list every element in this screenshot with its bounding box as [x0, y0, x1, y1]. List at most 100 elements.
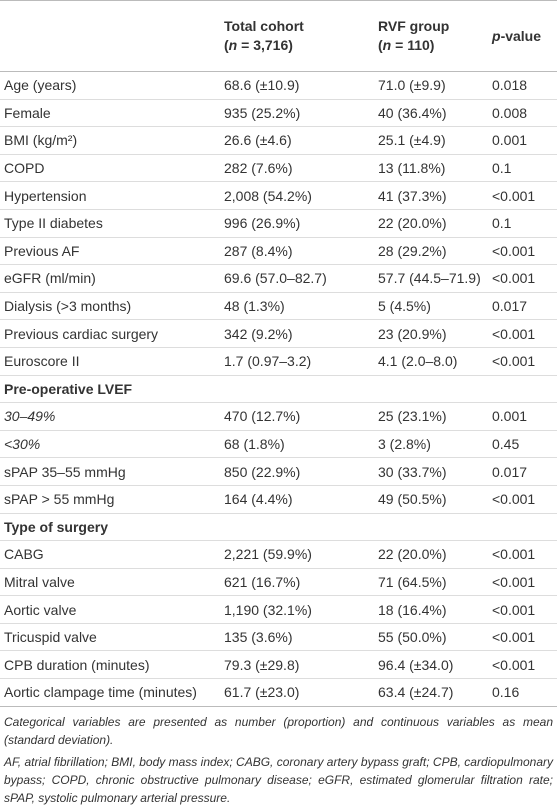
table-cell: 3 (2.8%): [374, 430, 488, 459]
table-cell: Mitral valve: [0, 568, 220, 597]
table-cell: 71 (64.5%): [374, 568, 488, 597]
table-cell: 2,221 (59.9%): [220, 540, 374, 569]
table-cell: 342 (9.2%): [220, 319, 374, 348]
table-cell: 23 (20.9%): [374, 319, 488, 348]
table-cell: 68.6 (±10.9): [220, 71, 374, 100]
table-row: eGFR (ml/min) 69.6 (57.0–82.7) 57.7 (44.5–…: [0, 264, 557, 293]
table-row: Previous cardiac surgery 342 (9.2%) 23 (20…: [0, 319, 557, 348]
table-cell: 2,008 (54.2%): [220, 181, 374, 210]
table-cell: Type II diabetes: [0, 209, 220, 238]
table-cell: 25.1 (±4.9): [374, 126, 488, 155]
table-cell: <0.001: [488, 623, 557, 652]
table-cell: 470 (12.7%): [220, 402, 374, 431]
table-cell: eGFR (ml/min): [0, 264, 220, 293]
table-body: Age (years) 68.6 (±10.9) 71.0 (±9.9) 0.018 F…: [0, 71, 557, 707]
table-row: BMI (kg/m²) 26.6 (±4.6) 25.1 (±4.9) 0.001: [0, 126, 557, 155]
table-cell: CABG: [0, 540, 220, 569]
table-cell: <0.001: [488, 540, 557, 569]
section-row: Type of surgery: [0, 513, 557, 542]
table-row: Tricuspid valve 135 (3.6%) 55 (50.0%) <0.00…: [0, 623, 557, 652]
table-cell: 0.017: [488, 457, 557, 486]
table-cell: <0.001: [488, 650, 557, 680]
header-text: (: [224, 37, 229, 53]
table-cell: 0.017: [488, 292, 557, 321]
table-cell: <0.001: [488, 595, 557, 624]
table-row: Hypertension 2,008 (54.2%) 41 (37.3%) <0.00…: [0, 181, 557, 210]
table-row: sPAP > 55 mmHg 164 (4.4%) 49 (50.5%) <0.001: [0, 485, 557, 514]
table-cell: 30–49%: [0, 402, 220, 431]
table-cell: Previous AF: [0, 237, 220, 266]
section-header: Pre-operative LVEF: [0, 375, 557, 404]
table-cell: 30 (33.7%): [374, 457, 488, 486]
table-cell: 57.7 (44.5–71.9): [374, 264, 488, 293]
table-cell: 41 (37.3%): [374, 181, 488, 210]
table-cell: <0.001: [488, 347, 557, 376]
table-cell: COPD: [0, 154, 220, 183]
table-cell: 287 (8.4%): [220, 237, 374, 266]
header-text: = 3,716): [237, 37, 293, 53]
table-cell: 5 (4.5%): [374, 292, 488, 321]
table-cell: 0.16: [488, 678, 557, 707]
table-cell: <0.001: [488, 237, 557, 266]
table-cell: 61.7 (±23.0): [220, 678, 374, 707]
table-cell: 79.3 (±29.8): [220, 650, 374, 680]
table-cell: 1,190 (32.1%): [220, 595, 374, 624]
footnote: Categorical variables are presented as n…: [4, 714, 553, 747]
table-cell: Age (years): [0, 71, 220, 100]
table-cell: Aortic clampage time (minutes): [0, 678, 220, 707]
table-cell: 22 (20.0%): [374, 209, 488, 238]
section-row: Pre-operative LVEF: [0, 375, 557, 404]
table-cell: 13 (11.8%): [374, 154, 488, 183]
table-cell: <30%: [0, 430, 220, 459]
table-cell: 0.1: [488, 154, 557, 183]
header-row: Total cohort (n = 3,716) RVF group (n = 110…: [0, 0, 557, 72]
table-cell: 0.001: [488, 126, 557, 155]
table-cell: 996 (26.9%): [220, 209, 374, 238]
table-row: Mitral valve 621 (16.7%) 71 (64.5%) <0.001: [0, 568, 557, 597]
table-cell: 621 (16.7%): [220, 568, 374, 597]
table-row: Euroscore II 1.7 (0.97–3.2) 4.1 (2.0–8.0) <…: [0, 347, 557, 376]
header-cell: p-value: [488, 0, 557, 72]
table-row: 30–49% 470 (12.7%) 25 (23.1%) 0.001: [0, 402, 557, 431]
table-row: <30% 68 (1.8%) 3 (2.8%) 0.45: [0, 430, 557, 459]
table-row: sPAP 35–55 mmHg 850 (22.9%) 30 (33.7%) 0.01…: [0, 457, 557, 486]
table-cell: Dialysis (>3 months): [0, 292, 220, 321]
table-cell: 63.4 (±24.7): [374, 678, 488, 707]
table-cell: 48 (1.3%): [220, 292, 374, 321]
table-row: Aortic clampage time (minutes) 61.7 (±23.…: [0, 678, 557, 707]
header-variable: p: [492, 27, 501, 44]
table-cell: CPB duration (minutes): [0, 650, 220, 680]
table-cell: 28 (29.2%): [374, 237, 488, 266]
table-row: Aortic valve 1,190 (32.1%) 18 (16.4%) <0.00…: [0, 595, 557, 624]
table-cell: 68 (1.8%): [220, 430, 374, 459]
table-row: CABG 2,221 (59.9%) 22 (20.0%) <0.001: [0, 540, 557, 569]
table-cell: 850 (22.9%): [220, 457, 374, 486]
table-cell: <0.001: [488, 568, 557, 597]
footnote: AF, atrial fibrillation; BMI, body mass …: [4, 754, 553, 805]
table-row: Type II diabetes 996 (26.9%) 22 (20.0%) 0.1: [0, 209, 557, 238]
table-cell: 4.1 (2.0–8.0): [374, 347, 488, 376]
data-table: Total cohort (n = 3,716) RVF group (n = 110…: [0, 0, 557, 707]
table-cell: Tricuspid valve: [0, 623, 220, 652]
table-cell: 282 (7.6%): [220, 154, 374, 183]
table-cell: <0.001: [488, 485, 557, 514]
table-cell: sPAP 35–55 mmHg: [0, 457, 220, 486]
header-text: -value: [500, 27, 542, 44]
header-title: Total cohort: [224, 18, 304, 34]
table-cell: Aortic valve: [0, 595, 220, 624]
table-cell: 71.0 (±9.9): [374, 71, 488, 100]
header-cell: Total cohort (n = 3,716): [220, 0, 374, 72]
table-cell: Previous cardiac surgery: [0, 319, 220, 348]
table-cell: Hypertension: [0, 181, 220, 210]
header-cell: RVF group (n = 110): [374, 0, 488, 72]
table-cell: 26.6 (±4.6): [220, 126, 374, 155]
table-cell: 0.001: [488, 402, 557, 431]
header-text: (: [378, 37, 383, 53]
table-cell: 0.008: [488, 99, 557, 128]
table-cell: 935 (25.2%): [220, 99, 374, 128]
table-cell: 164 (4.4%): [220, 485, 374, 514]
table-row: Female 935 (25.2%) 40 (36.4%) 0.008: [0, 99, 557, 128]
header-text: = 110): [391, 37, 435, 53]
table-cell: 135 (3.6%): [220, 623, 374, 652]
